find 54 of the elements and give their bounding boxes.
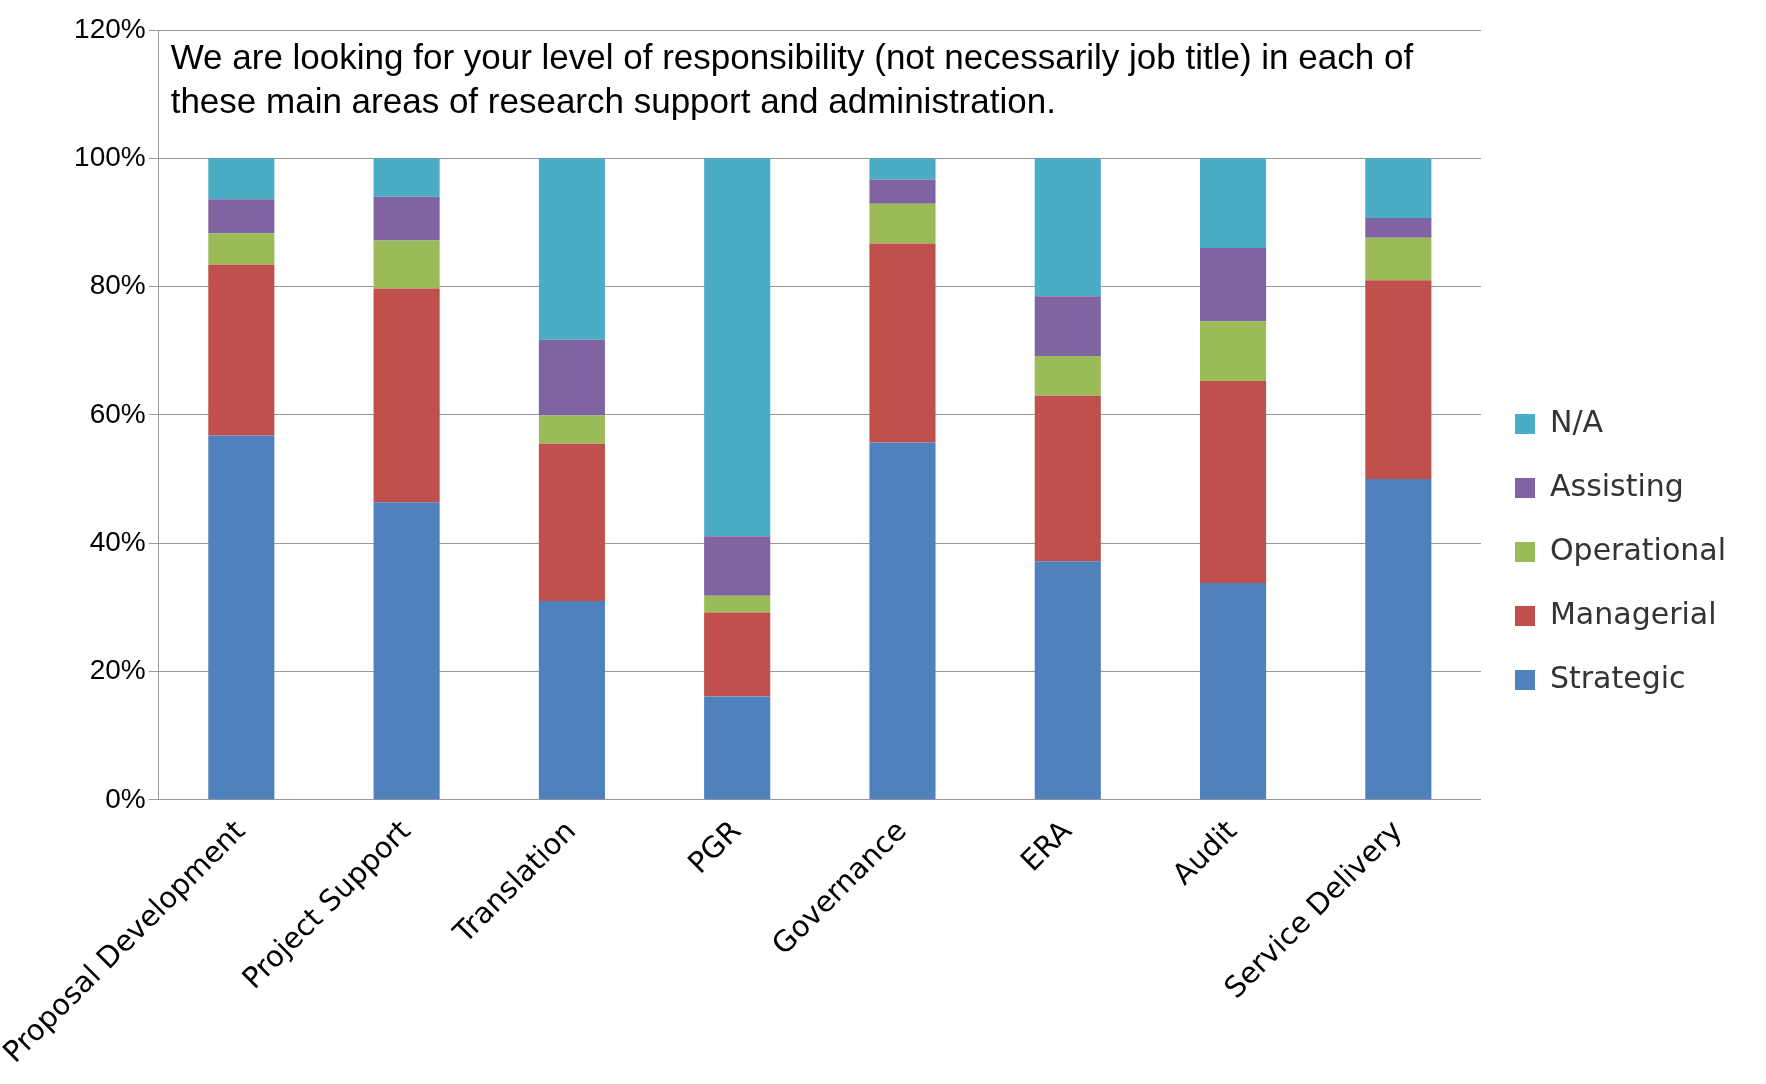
legend-label: Assisting bbox=[1549, 467, 1684, 503]
bar bbox=[869, 442, 936, 800]
bar bbox=[1200, 248, 1267, 322]
bar bbox=[373, 158, 440, 197]
bar bbox=[1365, 479, 1432, 800]
bar bbox=[373, 502, 440, 800]
bar bbox=[538, 339, 605, 416]
bar bbox=[208, 158, 275, 200]
bar bbox=[704, 536, 771, 596]
bar bbox=[208, 264, 275, 436]
bar bbox=[538, 415, 605, 444]
bar bbox=[1034, 355, 1101, 396]
bar bbox=[1034, 395, 1101, 562]
bar bbox=[1365, 217, 1432, 238]
bar bbox=[538, 443, 605, 601]
bar bbox=[1034, 561, 1101, 800]
y-tick-label: 40% bbox=[89, 525, 146, 557]
bar bbox=[208, 435, 275, 800]
legend-label: Managerial bbox=[1549, 595, 1717, 631]
bar bbox=[704, 696, 771, 800]
y-tick-label: 20% bbox=[89, 654, 146, 686]
legend-label: N/A bbox=[1549, 403, 1604, 439]
bar bbox=[538, 600, 605, 800]
bar bbox=[1034, 158, 1101, 297]
bar bbox=[1200, 380, 1267, 583]
bar bbox=[373, 196, 440, 241]
bar bbox=[704, 158, 771, 537]
bar bbox=[1365, 158, 1432, 218]
bar bbox=[1200, 321, 1267, 381]
bar bbox=[1200, 158, 1267, 249]
legend-label: Strategic bbox=[1549, 659, 1686, 695]
bar bbox=[1365, 280, 1432, 480]
bar bbox=[208, 199, 275, 234]
bar bbox=[869, 243, 936, 443]
bar bbox=[208, 233, 275, 265]
bar bbox=[869, 158, 936, 180]
bar bbox=[373, 288, 440, 503]
y-tick-label: 120% bbox=[74, 12, 146, 44]
bar bbox=[869, 179, 936, 204]
y-tick-label: 0% bbox=[105, 782, 146, 814]
bar bbox=[704, 595, 771, 613]
y-tick-label: 60% bbox=[89, 397, 146, 429]
legend-label: Operational bbox=[1549, 531, 1726, 567]
bar bbox=[1200, 582, 1267, 800]
y-tick-label: 80% bbox=[89, 269, 146, 301]
bar bbox=[373, 240, 440, 289]
bar bbox=[1365, 237, 1432, 281]
text: We are looking for your level of responsibility (not necessarily job title) in each of these main areas of research support and administration. bbox=[170, 35, 1453, 123]
x-tick-label: ERA bbox=[1013, 813, 1079, 878]
bar bbox=[704, 612, 771, 697]
bar bbox=[869, 203, 936, 244]
bar bbox=[538, 158, 605, 340]
bar bbox=[1034, 296, 1101, 356]
y-tick-label: 100% bbox=[74, 141, 146, 173]
